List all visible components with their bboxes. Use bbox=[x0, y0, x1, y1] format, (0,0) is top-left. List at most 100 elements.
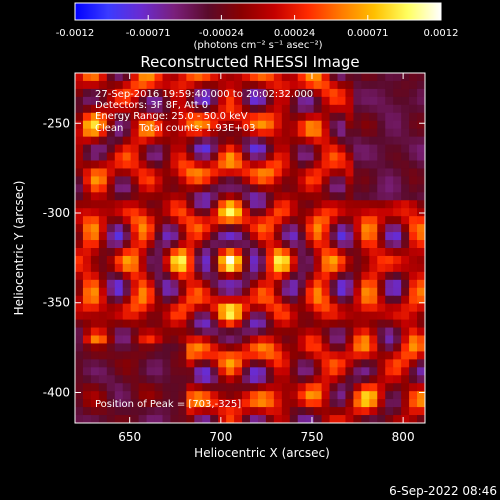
heatmap-cell bbox=[289, 327, 299, 336]
heatmap-cell bbox=[297, 407, 307, 416]
heatmap-cell bbox=[265, 327, 275, 336]
heatmap-cell bbox=[130, 271, 140, 281]
heatmap-cell bbox=[234, 343, 243, 352]
heatmap-cell bbox=[178, 407, 187, 416]
heatmap-cell bbox=[194, 112, 203, 122]
heatmap-cell bbox=[257, 160, 267, 169]
heatmap-cell bbox=[234, 255, 243, 265]
heatmap-cell bbox=[385, 415, 394, 423]
heatmap-cell bbox=[82, 120, 92, 130]
heatmap-cell bbox=[393, 136, 402, 145]
heatmap-cell bbox=[90, 216, 100, 225]
heatmap-cell bbox=[106, 216, 116, 225]
heatmap-cell bbox=[345, 216, 354, 225]
heatmap-cell bbox=[122, 271, 132, 281]
heatmap-cell bbox=[377, 383, 386, 392]
heatmap-cell bbox=[122, 327, 132, 336]
heatmap-cell bbox=[130, 120, 140, 130]
heatmap-cell bbox=[401, 303, 410, 313]
heatmap-cell bbox=[401, 248, 410, 257]
heatmap-cell bbox=[186, 208, 195, 217]
heatmap-cell bbox=[281, 192, 291, 201]
heatmap-cell bbox=[234, 160, 243, 169]
heatmap-cell bbox=[393, 248, 402, 257]
heatmap-cell bbox=[369, 319, 378, 328]
heatmap-cell bbox=[345, 311, 354, 320]
heatmap-cell bbox=[281, 144, 291, 153]
heatmap-cell bbox=[329, 263, 338, 273]
heatmap-cell bbox=[75, 208, 84, 217]
heatmap-cell bbox=[170, 80, 179, 90]
heatmap-cell bbox=[321, 176, 330, 185]
heatmap-cell bbox=[170, 176, 179, 185]
heatmap-cell bbox=[75, 335, 84, 344]
heatmap-cell bbox=[401, 112, 410, 122]
heatmap-cell bbox=[313, 295, 322, 305]
heatmap-cell bbox=[226, 136, 235, 145]
heatmap-cell bbox=[321, 391, 330, 400]
heatmap-cell bbox=[226, 248, 235, 257]
heatmap-cell bbox=[353, 216, 362, 225]
heatmap-cell bbox=[162, 359, 171, 368]
heatmap-cell bbox=[210, 279, 219, 289]
heatmap-cell bbox=[313, 168, 322, 177]
heatmap-cell bbox=[289, 295, 299, 305]
heatmap-cell bbox=[273, 351, 283, 360]
heatmap-cell bbox=[234, 104, 243, 114]
colorbar-tick-label: -0.00071 bbox=[126, 28, 171, 39]
heatmap-cell bbox=[114, 160, 124, 169]
heatmap-cell bbox=[122, 335, 132, 344]
heatmap-cell bbox=[146, 160, 155, 169]
heatmap-cell bbox=[369, 407, 378, 416]
heatmap-cell bbox=[401, 351, 410, 360]
heatmap-cell bbox=[273, 287, 283, 297]
heatmap-cell bbox=[75, 73, 84, 82]
heatmap-cell bbox=[305, 399, 315, 408]
heatmap-cell bbox=[329, 319, 338, 328]
heatmap-cell bbox=[409, 96, 418, 106]
heatmap-cell bbox=[369, 73, 378, 82]
heatmap-cell bbox=[273, 112, 283, 122]
heatmap-cell bbox=[289, 287, 299, 297]
heatmap-cell bbox=[138, 295, 147, 305]
heatmap-cell bbox=[321, 319, 330, 328]
heatmap-cell bbox=[178, 311, 187, 320]
heatmap-cell bbox=[170, 216, 179, 225]
heatmap-cell bbox=[305, 80, 315, 90]
heatmap-cell bbox=[202, 208, 211, 217]
heatmap-cell bbox=[122, 128, 132, 138]
heatmap-cell bbox=[265, 184, 275, 193]
heatmap-cell bbox=[82, 88, 92, 98]
heatmap-cell bbox=[345, 303, 354, 313]
heatmap-cell bbox=[226, 343, 235, 352]
heatmap-cell bbox=[226, 160, 235, 169]
heatmap-cell bbox=[417, 152, 425, 161]
heatmap-cell bbox=[90, 271, 100, 281]
heatmap-cell bbox=[218, 359, 227, 368]
heatmap-cell bbox=[178, 240, 187, 249]
heatmap-cell bbox=[361, 303, 370, 313]
heatmap-cell bbox=[353, 295, 362, 305]
heatmap-cell bbox=[130, 407, 140, 416]
heatmap-cell bbox=[106, 271, 116, 281]
heatmap-cell bbox=[250, 415, 259, 423]
heatmap-cell bbox=[417, 216, 425, 225]
heatmap-cell bbox=[75, 216, 84, 225]
heatmap-cell bbox=[226, 351, 235, 360]
heatmap-cell bbox=[297, 73, 307, 82]
heatmap-cell bbox=[234, 200, 243, 209]
heatmap-cell bbox=[202, 359, 211, 368]
heatmap-cell bbox=[329, 391, 338, 400]
heatmap-cell bbox=[98, 192, 108, 201]
heatmap-cell bbox=[369, 263, 378, 273]
heatmap-cell bbox=[345, 319, 354, 328]
heatmap-cell bbox=[329, 184, 338, 193]
heatmap-cell bbox=[98, 335, 108, 344]
heatmap-cell bbox=[297, 391, 307, 400]
heatmap-cell bbox=[75, 399, 84, 408]
heatmap-cell bbox=[409, 391, 418, 400]
heatmap-cell bbox=[257, 152, 267, 161]
heatmap-cell bbox=[289, 184, 299, 193]
heatmap-cell bbox=[401, 255, 410, 265]
